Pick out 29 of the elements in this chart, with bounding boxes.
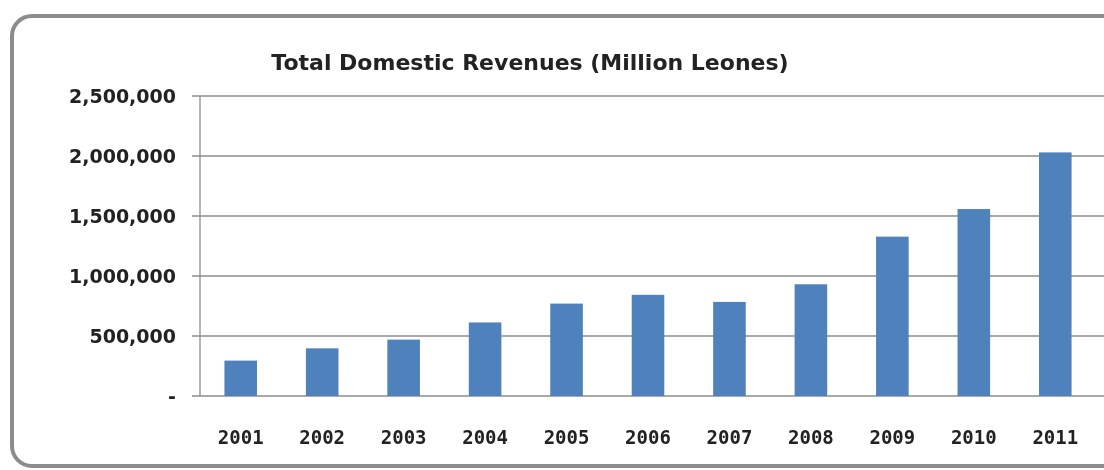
bar — [794, 284, 828, 396]
x-tick-label: 2001 — [217, 426, 264, 448]
y-tick-label: 2,000,000 — [69, 144, 176, 167]
x-tick-label: 2005 — [543, 426, 590, 448]
bar — [876, 236, 909, 396]
x-tick-label: 2006 — [625, 426, 671, 448]
x-tick-label: 2007 — [706, 426, 753, 448]
x-tick-label: 2002 — [299, 426, 346, 448]
bar — [468, 322, 502, 396]
y-tick-label: 1,000,000 — [69, 264, 176, 287]
y-tick-label: 2,500,000 — [69, 84, 176, 107]
bar — [957, 209, 991, 396]
x-tick-label: 2008 — [788, 426, 834, 448]
bar — [305, 348, 339, 396]
x-tick-label: 2004 — [462, 426, 508, 448]
x-tick-label: 2009 — [869, 426, 916, 448]
y-tick-label: 500,000 — [89, 324, 176, 347]
x-tick-label: 2011 — [1032, 426, 1079, 448]
x-tick-label: 2003 — [380, 426, 427, 448]
chart-title: Total Domestic Revenues (Million Leones) — [271, 50, 789, 75]
bar — [631, 294, 665, 396]
bar — [1038, 152, 1072, 396]
bar — [550, 303, 583, 396]
bar — [713, 301, 746, 396]
bar — [224, 360, 258, 396]
bar — [387, 339, 420, 396]
y-tick-label: 1,500,000 — [69, 204, 176, 227]
y-tick-label: - — [168, 384, 176, 407]
x-tick-label: 2010 — [950, 426, 997, 448]
